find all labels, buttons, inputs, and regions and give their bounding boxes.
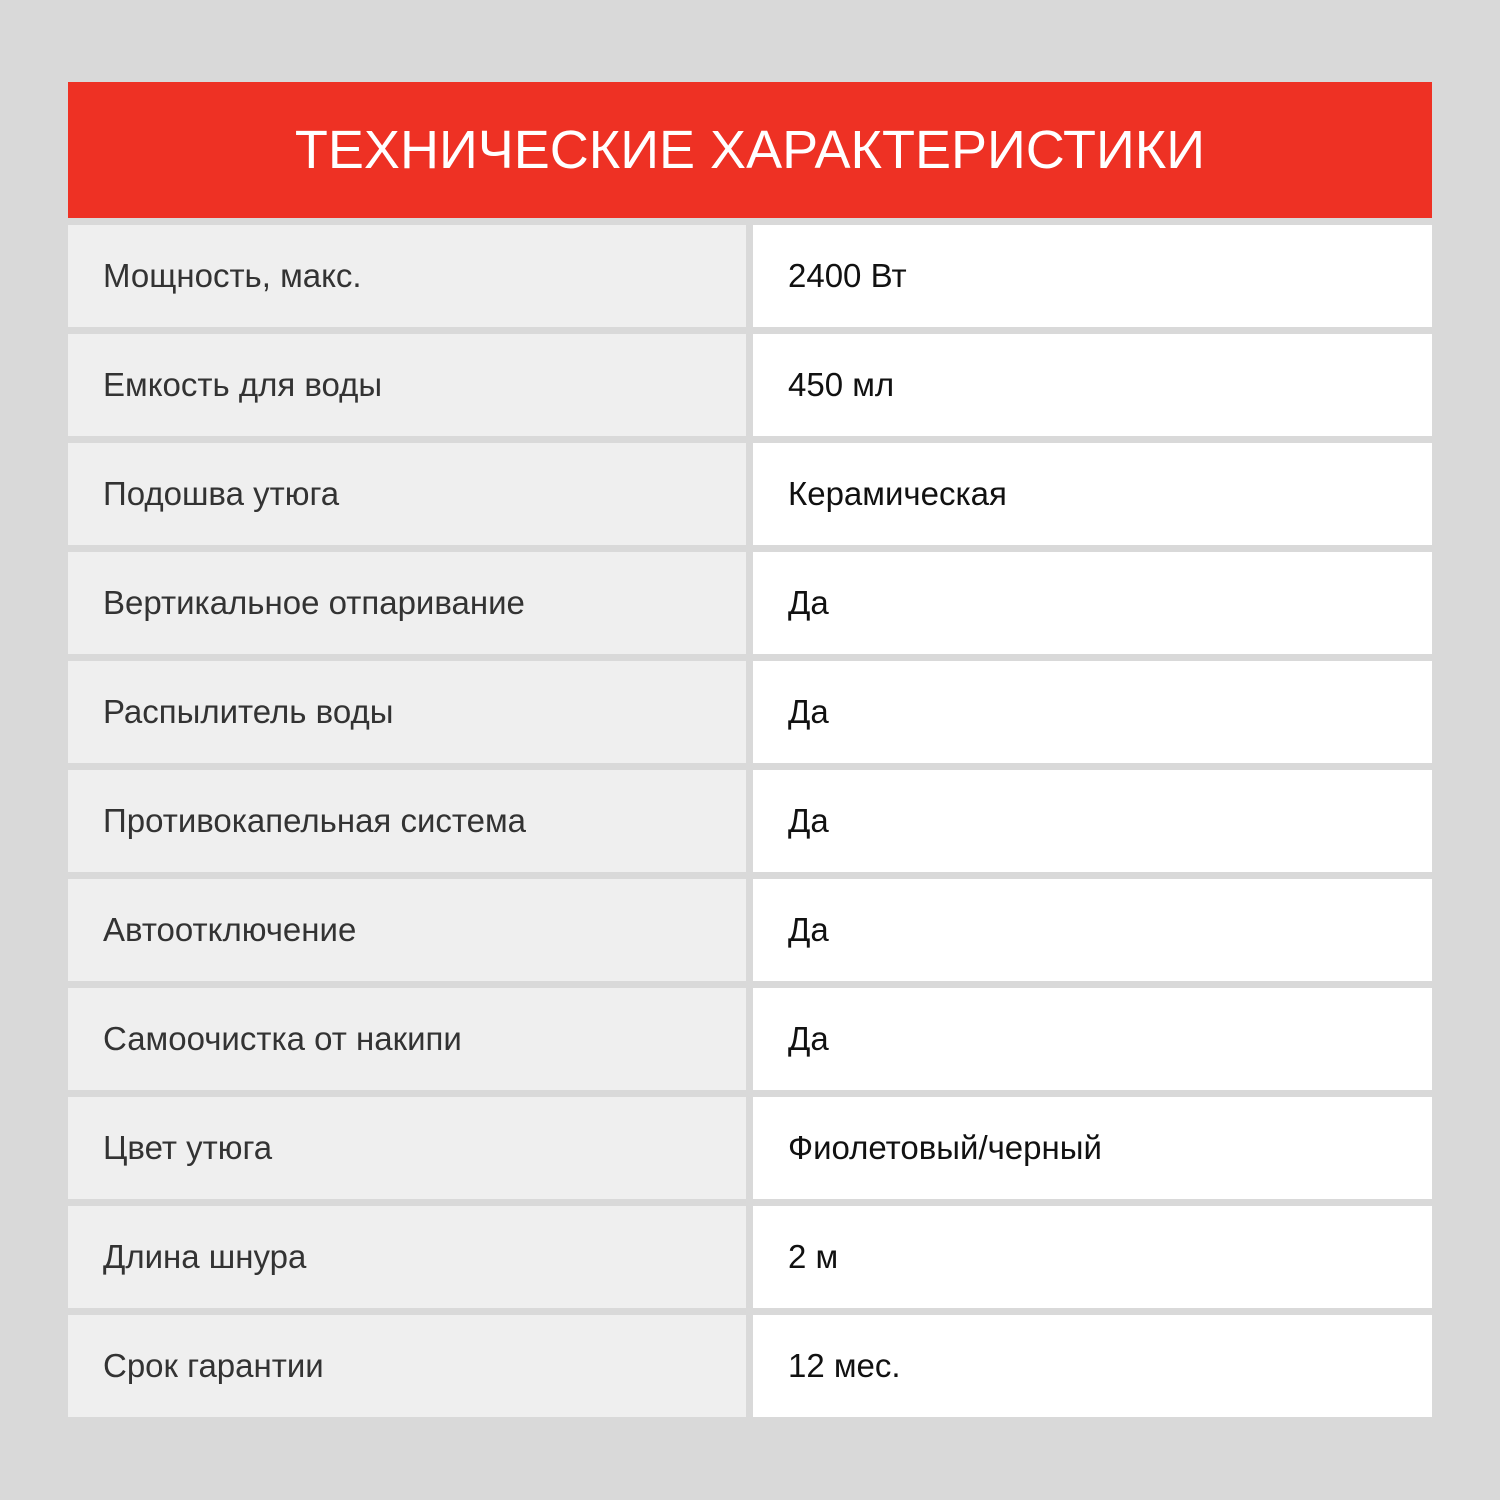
table-row: Срок гарантии 12 мес. <box>68 1315 1432 1417</box>
spec-value: Да <box>753 770 1432 872</box>
page-title: ТЕХНИЧЕСКИЕ ХАРАКТЕРИСТИКИ <box>294 120 1206 180</box>
spec-table: Мощность, макс. 2400 Вт Емкость для воды 45… <box>68 225 1432 1424</box>
spec-label: Мощность, макс. <box>68 225 746 327</box>
table-row: Подошва утюга Керамическая <box>68 443 1432 545</box>
spec-value: Да <box>753 988 1432 1090</box>
spec-value: Да <box>753 661 1432 763</box>
table-row: Мощность, макс. 2400 Вт <box>68 225 1432 327</box>
table-row: Автоотключение Да <box>68 879 1432 981</box>
table-row: Самоочистка от накипи Да <box>68 988 1432 1090</box>
spec-value: 2 м <box>753 1206 1432 1308</box>
spec-header: ТЕХНИЧЕСКИЕ ХАРАКТЕРИСТИКИ <box>68 82 1432 218</box>
spec-label: Длина шнура <box>68 1206 746 1308</box>
spec-value: 2400 Вт <box>753 225 1432 327</box>
table-row: Цвет утюга Фиолетовый/черный <box>68 1097 1432 1199</box>
spec-label: Распылитель воды <box>68 661 746 763</box>
spec-label: Вертикальное отпаривание <box>68 552 746 654</box>
spec-value: 12 мес. <box>753 1315 1432 1417</box>
spec-label: Автоотключение <box>68 879 746 981</box>
table-row: Длина шнура 2 м <box>68 1206 1432 1308</box>
spec-label: Цвет утюга <box>68 1097 746 1199</box>
table-row: Емкость для воды 450 мл <box>68 334 1432 436</box>
spec-label: Самоочистка от накипи <box>68 988 746 1090</box>
table-row: Вертикальное отпаривание Да <box>68 552 1432 654</box>
table-row: Противокапельная система Да <box>68 770 1432 872</box>
spec-label: Подошва утюга <box>68 443 746 545</box>
spec-label: Противокапельная система <box>68 770 746 872</box>
spec-value: Да <box>753 552 1432 654</box>
spec-value: Керамическая <box>753 443 1432 545</box>
table-row: Распылитель воды Да <box>68 661 1432 763</box>
spec-label: Емкость для воды <box>68 334 746 436</box>
spec-value: Фиолетовый/черный <box>753 1097 1432 1199</box>
spec-value: Да <box>753 879 1432 981</box>
spec-value: 450 мл <box>753 334 1432 436</box>
spec-label: Срок гарантии <box>68 1315 746 1417</box>
